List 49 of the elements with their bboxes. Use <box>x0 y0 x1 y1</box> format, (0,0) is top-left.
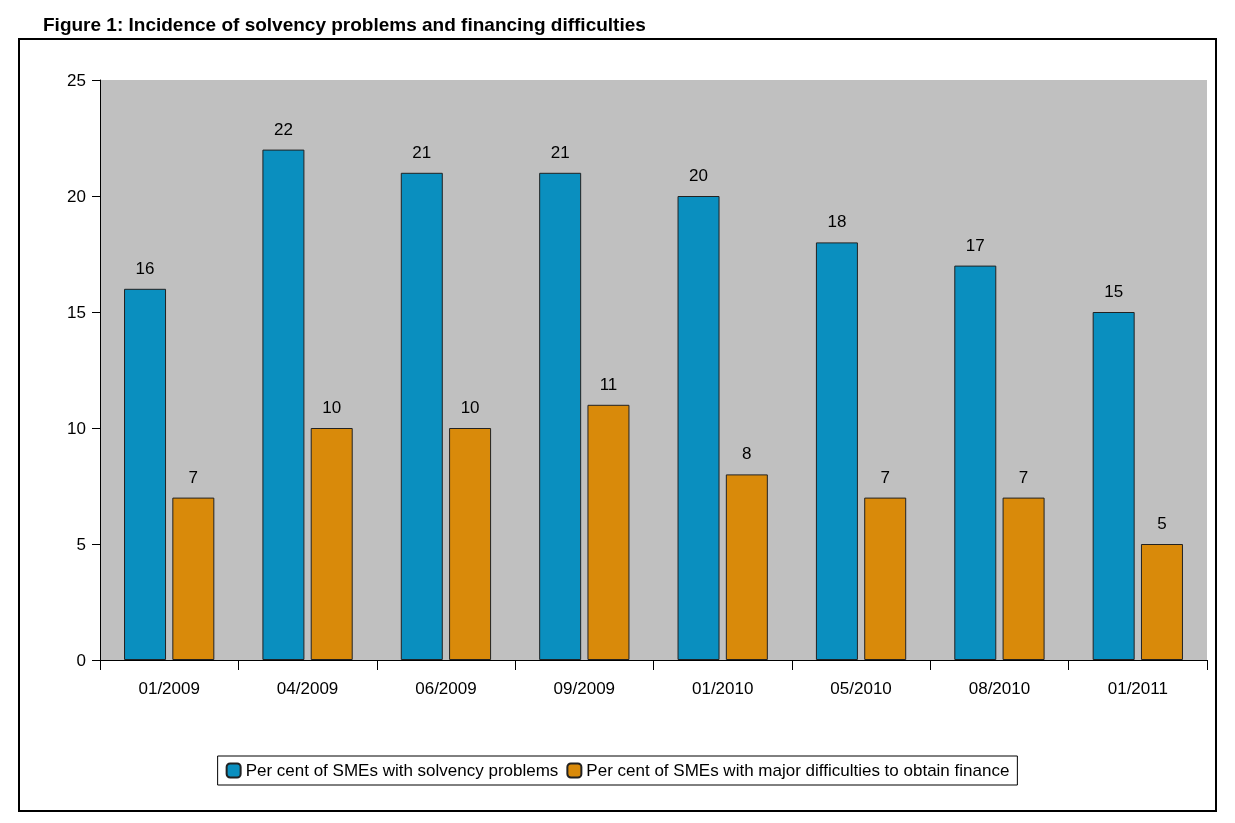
bar <box>449 428 492 660</box>
data-label: 8 <box>742 444 752 464</box>
data-label: 7 <box>880 467 890 487</box>
data-label: 5 <box>1157 514 1167 533</box>
bar <box>1140 544 1183 660</box>
x-tick-label: 01/2010 <box>691 679 754 698</box>
data-label: 11 <box>599 374 618 394</box>
data-label: 15 <box>1104 282 1124 301</box>
y-tick-label: 20 <box>67 186 86 206</box>
bar <box>725 474 768 660</box>
bar <box>677 196 720 660</box>
bar <box>815 242 858 660</box>
y-tick-label: 10 <box>67 418 86 438</box>
data-label: 10 <box>322 398 342 417</box>
bar <box>539 172 582 660</box>
bar <box>1092 312 1135 660</box>
x-tick-label: 04/2009 <box>276 679 339 698</box>
y-tick-label: 25 <box>67 70 86 90</box>
data-label: 20 <box>689 166 708 185</box>
y-tick-label: 5 <box>76 534 86 554</box>
data-label: 10 <box>460 398 480 417</box>
bar <box>262 149 305 660</box>
bar <box>587 404 630 660</box>
x-tick-label: 08/2010 <box>968 679 1031 698</box>
legend-label: Per cent of SMEs with major difficulties to obtain finance <box>586 761 1010 780</box>
data-label: 21 <box>550 142 570 162</box>
x-tick-label: 01/2011 <box>1107 679 1168 698</box>
x-tick-label: 05/2010 <box>830 679 892 698</box>
data-label: 17 <box>965 235 985 255</box>
bar <box>124 288 167 660</box>
data-label: 22 <box>273 119 293 139</box>
y-tick-label: 15 <box>67 302 86 322</box>
bar <box>310 428 353 660</box>
legend-label: Per cent of SMEs with solvency problems <box>245 761 559 780</box>
x-tick-label: 09/2009 <box>553 679 616 698</box>
data-label: 18 <box>827 212 847 232</box>
data-label: 21 <box>412 142 432 162</box>
bar <box>954 265 997 660</box>
bar <box>172 497 215 660</box>
x-tick-label: 01/2009 <box>138 679 200 698</box>
data-label: 16 <box>135 258 155 278</box>
bar <box>864 497 907 660</box>
data-label: 7 <box>188 467 199 487</box>
bar <box>400 172 443 660</box>
bar <box>1002 497 1045 660</box>
data-label: 7 <box>1018 467 1029 487</box>
x-tick-label: 06/2009 <box>415 679 477 698</box>
chart-title: Figure 1: Incidence of solvency problems and financing difficulties <box>43 14 646 35</box>
y-tick-label: 0 <box>76 650 86 670</box>
